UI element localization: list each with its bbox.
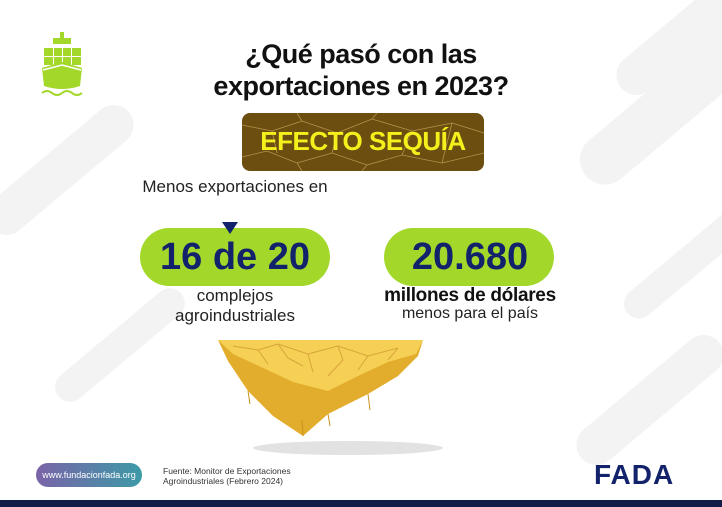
down-arrow-icon [222, 222, 238, 234]
right-stat-caption-bold: millones de dólares [384, 285, 556, 306]
website-link[interactable]: www.fundacionfada.org [36, 463, 142, 487]
source-note: Fuente: Monitor de Exportaciones Agroind… [163, 466, 291, 486]
right-stat-pill [384, 228, 554, 286]
fada-logo: FADA [594, 459, 675, 490]
page-title: ¿Qué pasó con las exportaciones en 2023? [0, 38, 722, 102]
dry-cracked-earth-illustration [218, 340, 443, 455]
source-line-1: Fuente: Monitor de Exportaciones [163, 466, 291, 476]
badge-label: EFECTO SEQUÍA [260, 126, 466, 156]
right-stat-caption: menos para el país [401, 305, 539, 322]
crack-texture [242, 113, 484, 171]
title-line-2: exportaciones en 2023? [213, 71, 509, 101]
bg-decoration [617, 205, 722, 325]
left-stat-pill [140, 228, 330, 286]
logo-text: FADA [594, 459, 675, 490]
bg-decoration [0, 96, 142, 244]
left-stat-intro: Menos exportaciones en [142, 177, 328, 196]
source-line-2: Agroindustriales (Febrero 2024) [163, 476, 284, 486]
left-stat-value: 16 de 20 [160, 236, 310, 278]
left-stat-caption: complejos agroindustriales [174, 286, 295, 325]
footer-bar [0, 500, 722, 507]
drought-effect-badge: EFECTO SEQUÍA [242, 113, 484, 171]
bg-decoration [568, 326, 722, 474]
right-stat-value: 20.680 [411, 236, 529, 278]
title-line-1: ¿Qué pasó con las [245, 39, 477, 69]
cargo-ship-icon [41, 32, 83, 96]
